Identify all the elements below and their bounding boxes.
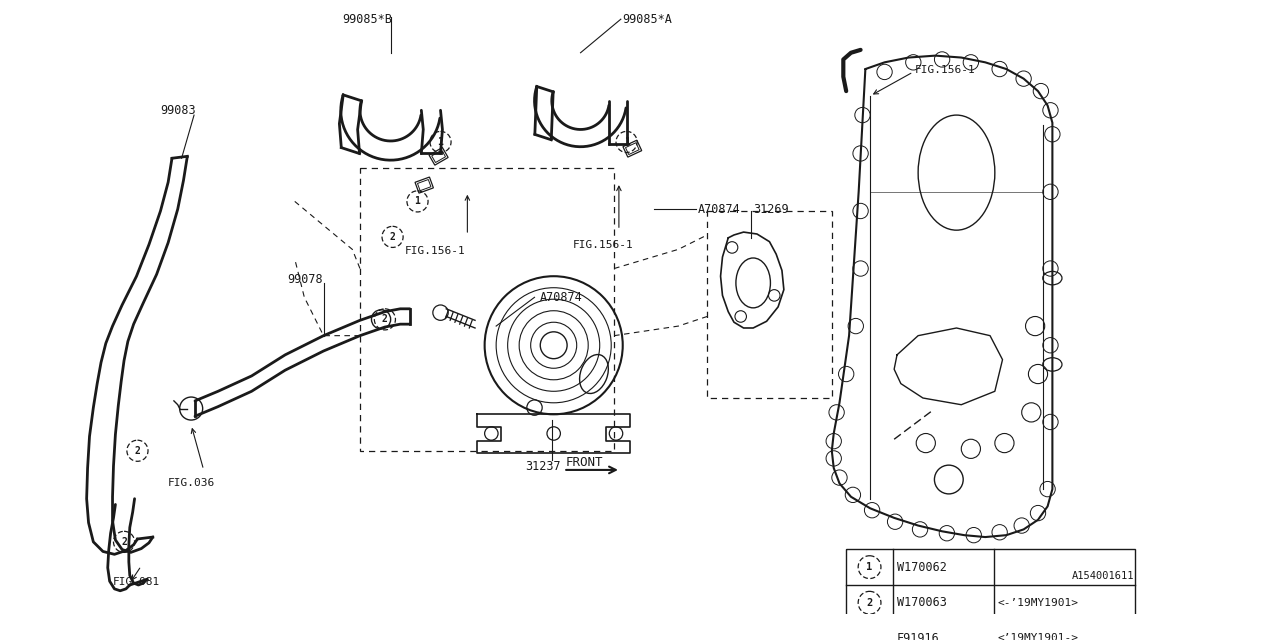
Text: FIG.036: FIG.036 xyxy=(168,477,215,488)
Bar xyxy=(626,143,639,155)
Bar xyxy=(360,168,614,451)
Text: 1: 1 xyxy=(438,137,443,147)
Text: F91916: F91916 xyxy=(897,632,940,640)
Bar xyxy=(415,177,434,193)
Text: 31269: 31269 xyxy=(753,204,788,216)
Bar xyxy=(623,140,641,157)
Text: 2: 2 xyxy=(381,314,388,324)
Text: 2: 2 xyxy=(122,537,127,547)
Bar xyxy=(429,147,448,165)
Text: FIG.156-1: FIG.156-1 xyxy=(914,65,975,76)
Text: FIG.081: FIG.081 xyxy=(113,577,160,588)
Text: 99078: 99078 xyxy=(287,273,323,286)
Text: 2: 2 xyxy=(134,445,141,456)
Text: 99083: 99083 xyxy=(160,104,196,116)
Text: <’19MY1901->: <’19MY1901-> xyxy=(997,634,1078,640)
Bar xyxy=(707,211,832,398)
Text: <-’19MY1901>: <-’19MY1901> xyxy=(997,598,1078,608)
Text: FIG.156-1: FIG.156-1 xyxy=(404,246,466,255)
Text: FRONT: FRONT xyxy=(566,456,603,468)
Bar xyxy=(417,180,431,191)
Bar xyxy=(846,549,1134,640)
Text: FIG.156-1: FIG.156-1 xyxy=(573,240,634,250)
Text: W170063: W170063 xyxy=(897,596,947,609)
Text: 99085*A: 99085*A xyxy=(623,13,672,26)
Text: A154001611: A154001611 xyxy=(1071,571,1134,580)
Text: 1: 1 xyxy=(415,196,420,206)
Text: 31237: 31237 xyxy=(525,460,561,474)
Text: 1: 1 xyxy=(623,137,630,147)
Text: A70874: A70874 xyxy=(539,291,582,303)
Text: 2: 2 xyxy=(867,598,873,608)
Text: 2: 2 xyxy=(389,232,396,242)
Text: A70874: A70874 xyxy=(698,204,740,216)
Text: 99085*B: 99085*B xyxy=(343,13,393,26)
Text: 1: 1 xyxy=(867,562,873,572)
Bar xyxy=(431,150,445,163)
Text: W170062: W170062 xyxy=(897,561,947,573)
